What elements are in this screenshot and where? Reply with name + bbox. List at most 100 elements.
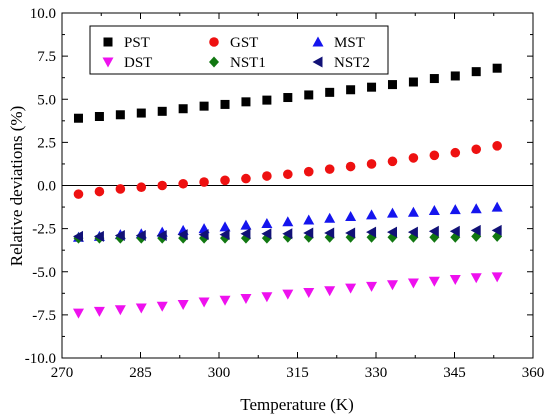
data-point-dst xyxy=(93,306,105,317)
data-point-pst xyxy=(157,106,167,116)
data-point-dst xyxy=(261,292,273,303)
data-point-gst xyxy=(220,175,230,186)
data-point-nst2 xyxy=(114,230,125,242)
data-point-gst xyxy=(345,161,356,172)
data-point-gst xyxy=(324,164,335,174)
axis-ticks: 270 285 300 315 330 345 360 -10.0 -7.5 -5.0 -2.5 0.… xyxy=(25,6,545,381)
data-point-nst2 xyxy=(240,228,251,240)
data-point-gst xyxy=(262,171,272,181)
legend-label-nst2: NST2 xyxy=(334,55,370,71)
data-point-pst xyxy=(283,93,293,103)
data-point-nst2 xyxy=(428,225,439,237)
data-point-nst2 xyxy=(135,230,146,242)
x-tick-label: 270 xyxy=(51,365,74,381)
data-point-dst xyxy=(324,286,336,297)
data-point-mst xyxy=(386,207,398,218)
data-point-gst xyxy=(157,180,168,191)
data-point-pst xyxy=(115,110,125,120)
data-point-nst2 xyxy=(282,228,293,240)
data-point-nst2 xyxy=(470,224,481,236)
data-point-dst xyxy=(177,300,189,311)
data-point-pst xyxy=(262,95,272,105)
legend-marker-nst2 xyxy=(312,56,323,68)
x-tick-label: 345 xyxy=(443,365,466,381)
legend-marker-gst xyxy=(209,37,219,47)
data-point-dst xyxy=(345,283,357,294)
data-point-pst xyxy=(199,101,209,111)
data-point-nst2 xyxy=(407,226,418,238)
legend: PST GST MST DST NST1 NST2 xyxy=(89,25,389,75)
data-point-dst xyxy=(449,275,461,286)
data-marks xyxy=(72,63,503,319)
data-point-gst xyxy=(199,177,209,187)
y-tick-label: 5.0 xyxy=(37,92,56,108)
data-point-mst xyxy=(261,217,273,228)
data-point-mst xyxy=(345,211,357,222)
data-point-gst xyxy=(492,141,502,151)
data-point-gst xyxy=(178,178,188,189)
data-point-gst xyxy=(366,159,377,169)
data-point-pst xyxy=(304,90,314,100)
y-tick-label: 7.5 xyxy=(37,49,56,65)
data-point-nst2 xyxy=(261,228,272,240)
legend-marker-nst1 xyxy=(209,56,219,68)
data-point-dst xyxy=(156,301,168,312)
data-point-dst xyxy=(198,297,210,308)
data-point-mst xyxy=(449,204,461,215)
legend-label-dst: DST xyxy=(124,55,152,71)
series-dst xyxy=(72,272,503,319)
legend-box xyxy=(89,25,389,75)
data-point-dst xyxy=(303,287,315,298)
legend-label-gst: GST xyxy=(230,35,258,51)
data-point-gst xyxy=(471,144,482,155)
data-point-pst xyxy=(73,113,83,123)
data-point-gst xyxy=(408,153,419,163)
legend-marker-dst xyxy=(102,57,114,68)
data-point-dst xyxy=(282,289,294,300)
data-point-dst xyxy=(428,276,440,287)
y-tick-label: -5.0 xyxy=(32,265,56,281)
data-point-mst xyxy=(303,214,315,225)
data-point-pst xyxy=(408,77,418,87)
data-point-nst2 xyxy=(93,230,104,242)
data-point-dst xyxy=(470,273,482,284)
data-point-gst xyxy=(136,182,147,193)
data-point-nst2 xyxy=(198,229,209,241)
data-point-mst xyxy=(491,201,503,212)
data-point-pst xyxy=(220,99,230,109)
data-point-pst xyxy=(325,87,335,97)
data-point-gst xyxy=(450,147,461,158)
data-point-mst xyxy=(470,203,482,214)
data-point-pst xyxy=(346,85,356,95)
legend-marker-pst xyxy=(103,37,113,47)
data-point-dst xyxy=(366,281,378,292)
data-point-pst xyxy=(367,82,377,92)
legend-marker-mst xyxy=(312,36,324,47)
y-tick-label: -10.0 xyxy=(25,351,56,367)
data-point-gst xyxy=(115,184,126,194)
series-nst2 xyxy=(72,224,502,242)
x-tick-label: 315 xyxy=(286,365,309,381)
data-point-nst2 xyxy=(345,227,356,239)
data-point-pst xyxy=(94,112,104,121)
data-point-nst2 xyxy=(156,230,167,242)
data-point-dst xyxy=(491,272,503,283)
data-point-dst xyxy=(386,280,398,291)
legend-label-mst: MST xyxy=(334,35,365,51)
data-point-nst2 xyxy=(177,229,188,241)
y-tick-label: 0.0 xyxy=(37,179,56,195)
data-point-dst xyxy=(219,295,231,306)
data-point-gst xyxy=(283,169,293,180)
legend-label-pst: PST xyxy=(124,35,150,51)
data-point-gst xyxy=(429,150,440,161)
x-tick-label: 360 xyxy=(522,365,545,381)
data-point-mst xyxy=(324,212,336,223)
series-pst xyxy=(73,63,502,123)
x-tick-label: 330 xyxy=(365,365,388,381)
data-point-gst xyxy=(94,186,105,197)
data-point-pst xyxy=(429,74,439,84)
data-point-nst2 xyxy=(324,227,335,239)
data-point-dst xyxy=(72,308,84,319)
data-point-pst xyxy=(450,71,460,81)
